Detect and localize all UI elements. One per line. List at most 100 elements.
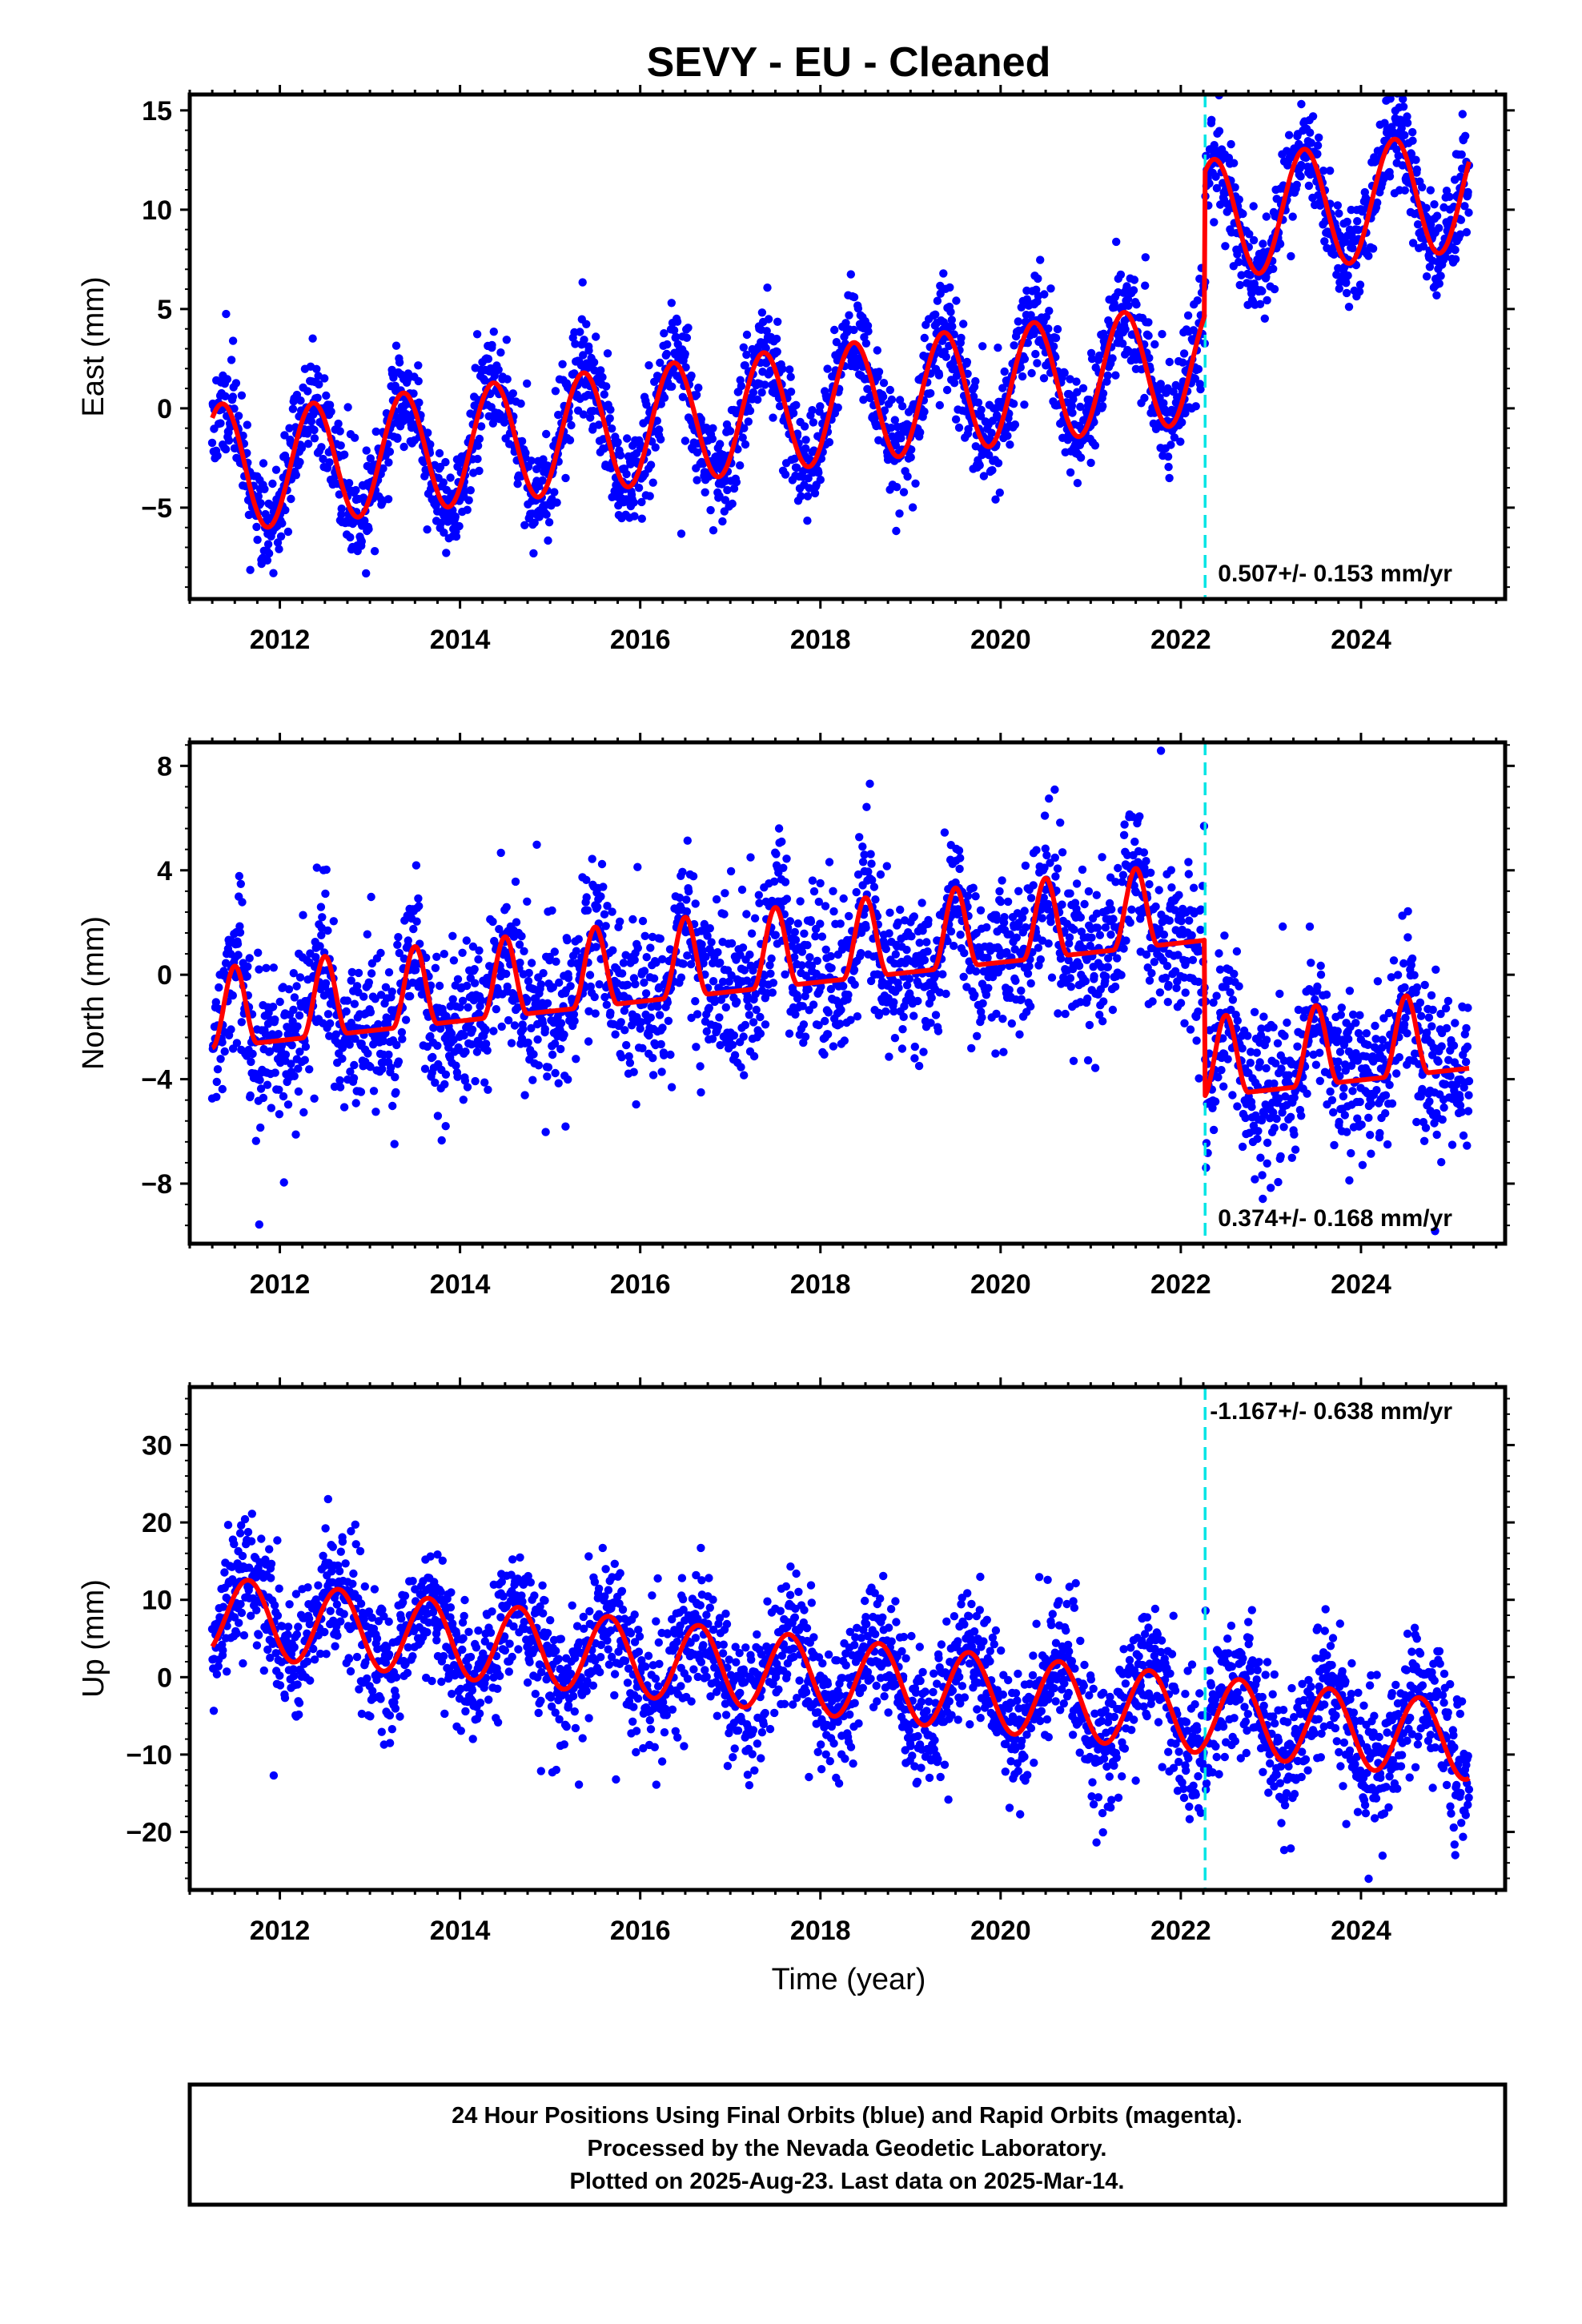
data-point: [1040, 290, 1049, 299]
data-point: [797, 961, 806, 970]
data-point: [967, 1043, 976, 1053]
data-point: [1408, 136, 1417, 145]
data-point: [561, 1122, 570, 1131]
data-point: [712, 895, 721, 904]
data-point: [1408, 127, 1417, 137]
data-point: [1103, 371, 1112, 380]
data-point: [220, 1047, 229, 1056]
data-point: [291, 471, 300, 480]
data-point: [742, 330, 752, 340]
data-point: [406, 991, 415, 1001]
data-point: [1184, 858, 1193, 866]
data-point: [891, 441, 901, 450]
data-point: [527, 959, 536, 967]
data-point: [259, 459, 268, 468]
data-point: [816, 879, 825, 888]
data-point: [1342, 288, 1351, 298]
y-tick-label: 15: [142, 96, 172, 127]
data-point: [1098, 389, 1108, 398]
data-point: [772, 334, 781, 344]
data-point: [826, 951, 836, 961]
data-point: [982, 923, 991, 932]
data-point: [538, 476, 547, 485]
data-point: [804, 474, 813, 483]
data-point: [1462, 227, 1472, 237]
data-point: [905, 975, 914, 983]
data-point: [295, 973, 305, 982]
data-point: [363, 1049, 372, 1058]
data-point: [1464, 208, 1473, 217]
data-point: [582, 893, 591, 902]
data-point: [1020, 355, 1030, 364]
data-point: [934, 1027, 943, 1035]
data-point: [592, 332, 600, 341]
data-point: [1086, 458, 1095, 468]
data-point: [278, 519, 287, 528]
data-point: [433, 1112, 443, 1120]
data-point: [823, 1030, 833, 1039]
data-point: [829, 907, 838, 916]
data-point: [428, 1052, 437, 1062]
data-point: [1056, 818, 1065, 827]
data-point: [723, 485, 732, 495]
data-point: [527, 456, 536, 465]
data-point: [308, 334, 317, 343]
data-point: [728, 499, 737, 509]
data-point: [1073, 479, 1082, 488]
data-point: [541, 1128, 550, 1136]
data-point: [1038, 914, 1047, 923]
data-point: [1014, 887, 1023, 896]
x-tick-label: 2022: [1150, 625, 1211, 655]
data-point: [256, 1123, 265, 1132]
data-point: [497, 1022, 506, 1031]
data-point: [271, 465, 281, 474]
data-point: [243, 972, 251, 981]
data-point: [778, 364, 787, 373]
data-point: [295, 1011, 304, 1020]
data-point: [1110, 982, 1120, 991]
data-point: [279, 1178, 288, 1187]
data-point: [323, 926, 332, 935]
data-point: [383, 495, 393, 504]
data-point: [656, 935, 665, 943]
data-point: [1112, 237, 1121, 247]
data-point: [1156, 746, 1166, 755]
data-point: [565, 436, 575, 444]
data-point: [782, 895, 792, 903]
data-point: [777, 837, 786, 846]
data-point: [691, 997, 700, 1006]
data-point: [782, 854, 791, 863]
data-point: [662, 349, 671, 359]
data-point: [503, 982, 512, 991]
data-point: [543, 1072, 552, 1081]
data-point: [998, 876, 1006, 885]
data-point: [560, 1030, 568, 1039]
data-point: [850, 980, 859, 989]
data-point: [707, 938, 716, 947]
data-point: [1023, 969, 1033, 979]
data-point: [312, 364, 321, 373]
data-point: [1176, 999, 1186, 1007]
data-point: [1108, 1005, 1118, 1015]
data-point: [855, 833, 864, 842]
data-point: [1036, 955, 1046, 964]
data-point: [207, 438, 217, 448]
data-point: [890, 416, 900, 424]
data-point: [1221, 242, 1230, 251]
data-point: [991, 1049, 1000, 1058]
data-point: [739, 1032, 748, 1041]
data-point: [1132, 300, 1141, 309]
data-point: [803, 492, 813, 501]
data-point: [721, 1003, 730, 1012]
x-tick-label: 2016: [610, 625, 671, 655]
data-point: [462, 936, 471, 945]
data-point: [1092, 891, 1102, 899]
data-point: [716, 959, 725, 967]
data-point: [645, 492, 654, 501]
data-point: [792, 400, 801, 409]
data-point: [849, 965, 859, 975]
data-point: [1099, 997, 1108, 1006]
data-point: [563, 935, 572, 945]
data-point: [960, 948, 969, 958]
data-point: [321, 889, 330, 899]
